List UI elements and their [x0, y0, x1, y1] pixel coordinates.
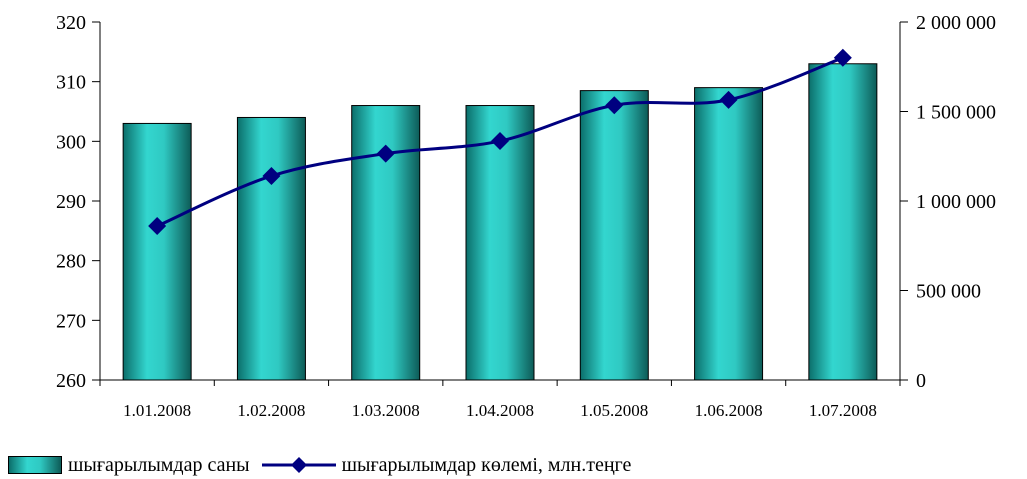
line-point-marker [376, 144, 395, 163]
x-tick-label: 1.04.2008 [466, 401, 534, 420]
bars-layer [122, 63, 878, 381]
left-tick-label: 320 [56, 12, 86, 34]
line-point-marker [148, 217, 167, 236]
legend-bar-swatch [8, 456, 62, 474]
line-layer [148, 48, 852, 236]
left-tick-label: 310 [56, 72, 86, 94]
legend-line-label: шығарылымдар көлемі, млн.теңге [341, 453, 632, 476]
bar [236, 116, 306, 381]
right-tick-label: 2 000 000 [916, 12, 996, 34]
x-tick-label: 1.07.2008 [809, 401, 877, 420]
combo-chart: 260 270 280 290 300 310 320 0 500 000 1 000 000 1 … [56, 12, 996, 420]
bar [808, 63, 878, 381]
axes-layer: 260 270 280 290 300 310 320 0 500 000 1 000 000 1 … [56, 12, 996, 420]
x-tick-label: 1.06.2008 [695, 401, 763, 420]
bar [694, 87, 764, 381]
line-point-marker [262, 166, 281, 185]
line-point-marker [605, 96, 624, 115]
x-tick-label: 1.02.2008 [237, 401, 305, 420]
x-tick-label: 1.05.2008 [580, 401, 648, 420]
legend-line-swatch [261, 457, 336, 473]
line-point-marker [833, 48, 852, 67]
right-tick-label: 0 [916, 370, 926, 392]
left-tick-label: 300 [56, 131, 86, 153]
line-point-marker [719, 90, 738, 109]
legend: шығарылымдар саны шығарылымдар көлемі, м… [8, 452, 631, 478]
x-tick-label: 1.03.2008 [352, 401, 420, 420]
bar [579, 90, 649, 381]
bar [122, 122, 192, 381]
right-tick-label: 1 000 000 [916, 191, 996, 213]
line-point-marker [491, 132, 509, 151]
legend-bar-label: шығарылымдар саны [68, 453, 250, 476]
left-tick-label: 280 [56, 251, 86, 273]
right-tick-label: 1 500 000 [916, 102, 996, 124]
left-tick-label: 290 [56, 191, 86, 213]
bar [465, 105, 535, 381]
x-tick-label: 1.01.2008 [123, 401, 191, 420]
left-tick-label: 260 [56, 370, 86, 392]
right-tick-label: 500 000 [916, 281, 981, 303]
left-tick-label: 270 [56, 310, 86, 332]
